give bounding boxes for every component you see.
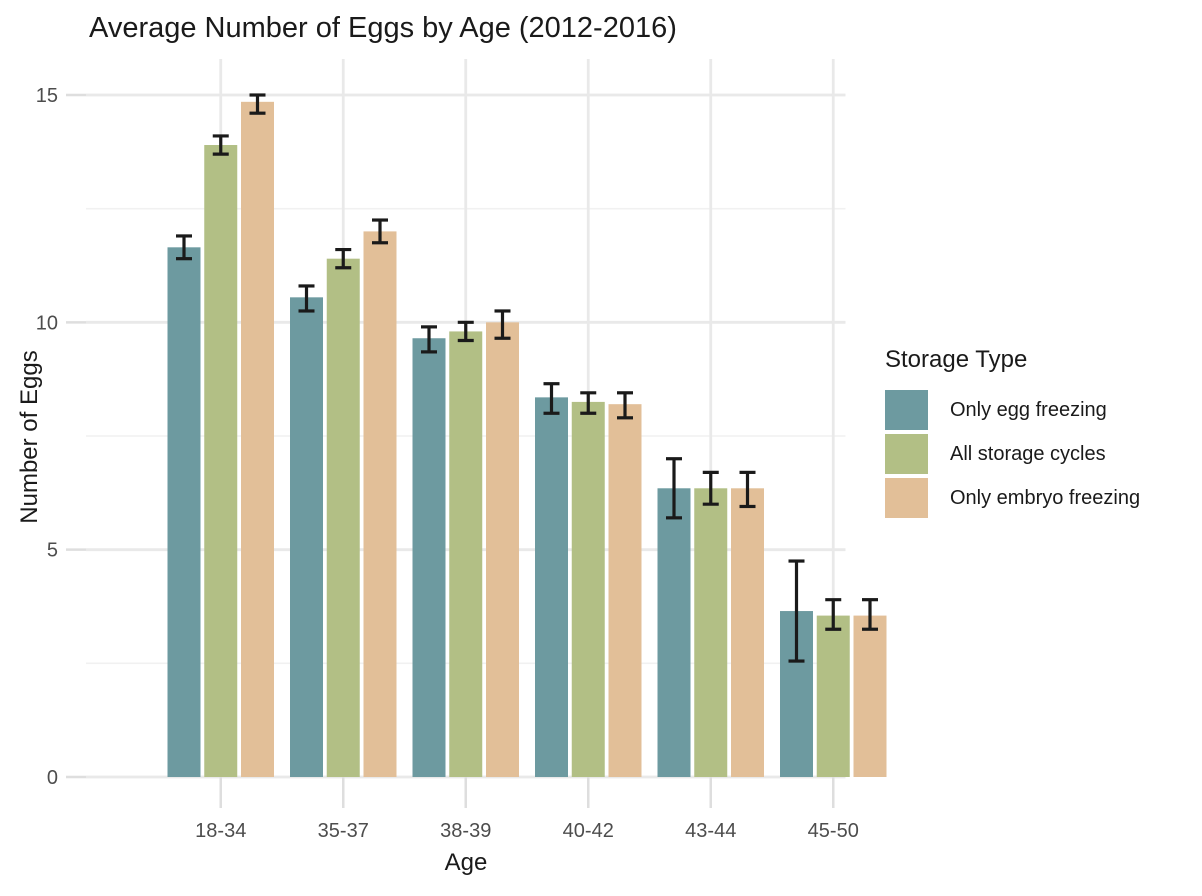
legend-swatch bbox=[885, 478, 928, 518]
y-tick-label: 15 bbox=[36, 85, 58, 107]
y-tick-label: 0 bbox=[47, 767, 58, 789]
bar bbox=[608, 404, 642, 777]
y-tick-label: 10 bbox=[36, 312, 58, 334]
legend-item: Only embryo freezing bbox=[885, 478, 1140, 518]
bar bbox=[853, 615, 887, 777]
bar bbox=[412, 338, 446, 777]
bar bbox=[363, 231, 397, 777]
legend-title: Storage Type bbox=[885, 346, 1028, 373]
x-axis-title: Age bbox=[444, 849, 488, 876]
bar bbox=[657, 488, 691, 777]
legend-swatch bbox=[885, 434, 928, 474]
x-tick-label: 38-39 bbox=[440, 820, 491, 842]
legend-label: All storage cycles bbox=[950, 442, 1106, 465]
bar bbox=[571, 401, 605, 777]
bar bbox=[326, 258, 360, 777]
bar bbox=[694, 488, 728, 777]
x-tick-label: 43-44 bbox=[685, 820, 736, 842]
bar bbox=[816, 615, 850, 777]
x-tick-label: 45-50 bbox=[808, 820, 859, 842]
x-tick-label: 40-42 bbox=[563, 820, 614, 842]
bar bbox=[241, 101, 274, 777]
bar bbox=[204, 145, 238, 778]
legend-item: All storage cycles bbox=[885, 434, 1140, 474]
y-tick-label: 5 bbox=[47, 540, 58, 562]
bar bbox=[486, 322, 519, 777]
bar bbox=[731, 488, 764, 777]
x-tick-label: 18-34 bbox=[195, 820, 246, 842]
chart-title: Average Number of Eggs by Age (2012-2016… bbox=[89, 12, 677, 44]
x-tick-label: 35-37 bbox=[318, 820, 369, 842]
bar bbox=[290, 297, 323, 777]
legend: Storage Type Only egg freezing All storag… bbox=[885, 346, 1140, 522]
legend-item: Only egg freezing bbox=[885, 390, 1140, 430]
y-axis-title: Number of Eggs bbox=[16, 350, 43, 524]
bar bbox=[167, 247, 201, 777]
bar bbox=[535, 397, 568, 777]
legend-label: Only embryo freezing bbox=[950, 486, 1141, 509]
legend-label: Only egg freezing bbox=[950, 398, 1107, 421]
legend-swatch bbox=[885, 390, 928, 430]
legend-items: Only egg freezing All storage cycles Only … bbox=[885, 390, 1140, 518]
bar bbox=[449, 331, 483, 777]
